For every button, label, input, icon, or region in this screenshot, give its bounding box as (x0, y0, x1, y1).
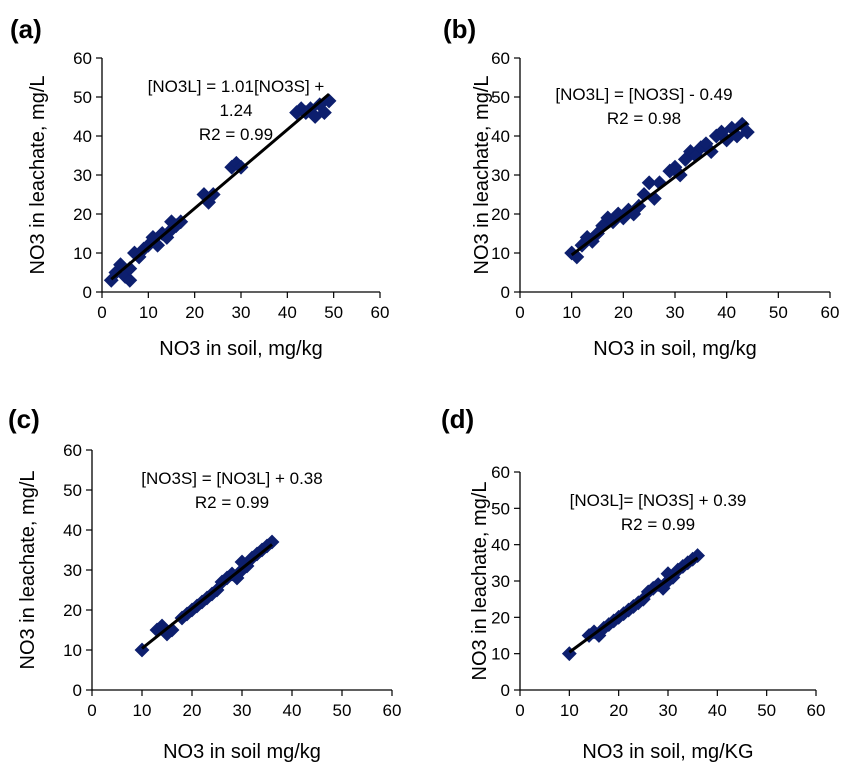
panel-label: (c) (8, 404, 40, 434)
x-tick-label: 10 (562, 303, 581, 322)
y-tick-label: 50 (73, 88, 92, 107)
trend-line (110, 93, 331, 281)
y-tick-label: 10 (73, 244, 92, 263)
y-tick-label: 40 (491, 536, 510, 555)
data-point (316, 105, 332, 121)
x-tick-label: 0 (515, 303, 524, 322)
panel-b: (b) 0 10 20 30 40 50 60 0 10 20 30 40 50 60 NO3 in soil… (443, 14, 839, 360)
x-tick-label: 20 (183, 701, 202, 720)
x-tick-label: 60 (383, 701, 402, 720)
equation-label: 1.24 (219, 101, 252, 120)
x-tick-label: 10 (560, 701, 579, 720)
data-point (122, 272, 138, 288)
x-tick-label: 60 (807, 701, 826, 720)
equation-label: [NO3L]= [NO3S] + 0.39 (570, 491, 747, 510)
y-tick-label: 20 (63, 601, 82, 620)
x-tick-label: 10 (139, 303, 158, 322)
x-tick-label: 40 (708, 701, 727, 720)
x-tick-label: 50 (757, 701, 776, 720)
x-axis-title: NO3 in soil mg/kg (163, 741, 321, 763)
x-tick-label: 60 (371, 303, 390, 322)
y-tick-label: 10 (491, 244, 510, 263)
y-tick-label: 30 (491, 572, 510, 591)
trend-line (568, 556, 699, 654)
y-tick-label: 60 (491, 463, 510, 482)
x-tick-label: 40 (278, 303, 297, 322)
x-tick-label: 20 (185, 303, 204, 322)
y-tick-label: 10 (63, 641, 82, 660)
y-tick-label: 50 (491, 499, 510, 518)
equation-label: [NO3L] = 1.01[NO3S] + (148, 77, 325, 96)
equation-label: [NO3L] = [NO3S] - 0.49 (555, 85, 732, 104)
r-squared-label: R2 = 0.99 (195, 493, 269, 512)
x-tick-label: 50 (333, 701, 352, 720)
y-tick-label: 30 (491, 166, 510, 185)
panel-a: (a) 0 10 20 30 40 50 60 0 10 20 30 40 50 60 NO3 in soil… (10, 14, 389, 360)
x-axis-title: NO3 in soil, mg/kg (593, 338, 756, 360)
y-tick-label: 60 (73, 49, 92, 68)
panel-d: (d) 0 10 20 30 40 50 60 0 10 20 30 40 50 60 NO3 in soil… (441, 404, 825, 763)
y-tick-label: 20 (491, 608, 510, 627)
x-tick-label: 50 (324, 303, 343, 322)
data-point (641, 175, 657, 191)
x-tick-label: 20 (614, 303, 633, 322)
y-tick-label: 30 (63, 561, 82, 580)
y-tick-label: 0 (501, 681, 510, 700)
r-squared-label: R2 = 0.98 (607, 109, 681, 128)
x-axis-title: NO3 in soil, mg/kg (159, 338, 322, 360)
y-tick-label: 0 (73, 681, 82, 700)
y-tick-label: 40 (73, 127, 92, 146)
y-axis-title: NO3 in leachate, mg/L (469, 482, 491, 681)
x-tick-label: 50 (769, 303, 788, 322)
x-tick-label: 20 (609, 701, 628, 720)
x-tick-label: 40 (717, 303, 736, 322)
y-axis-title: NO3 in leachate, mg/L (471, 76, 493, 275)
equation-label: [NO3S] = [NO3L] + 0.38 (141, 469, 322, 488)
x-tick-label: 30 (232, 303, 251, 322)
y-tick-label: 50 (63, 481, 82, 500)
x-tick-label: 10 (133, 701, 152, 720)
y-axis-title: NO3 in leachate, mg/L (27, 76, 49, 275)
data-point (739, 124, 755, 140)
x-tick-label: 30 (233, 701, 252, 720)
x-tick-label: 0 (97, 303, 106, 322)
x-tick-label: 0 (87, 701, 96, 720)
y-tick-label: 0 (501, 283, 510, 302)
r-squared-label: R2 = 0.99 (199, 125, 273, 144)
y-tick-label: 60 (63, 441, 82, 460)
y-tick-label: 20 (491, 205, 510, 224)
y-tick-label: 30 (73, 166, 92, 185)
y-tick-label: 50 (491, 88, 510, 107)
x-tick-label: 30 (659, 701, 678, 720)
panel-label: (b) (443, 14, 476, 44)
y-tick-label: 0 (83, 283, 92, 302)
trend-line (570, 121, 749, 257)
panel-c: (c) 0 10 20 30 40 50 60 0 10 20 30 40 50 60 NO3 in soil… (8, 404, 401, 763)
trend-line (141, 543, 273, 650)
x-tick-label: 0 (515, 701, 524, 720)
x-axis-title: NO3 in soil, mg/KG (582, 741, 753, 763)
y-tick-label: 10 (491, 645, 510, 664)
panel-label: (d) (441, 404, 474, 434)
y-tick-label: 20 (73, 205, 92, 224)
x-tick-label: 60 (821, 303, 840, 322)
panel-label: (a) (10, 14, 42, 44)
y-tick-label: 40 (63, 521, 82, 540)
y-tick-label: 40 (491, 127, 510, 146)
x-tick-label: 40 (283, 701, 302, 720)
y-tick-label: 60 (491, 49, 510, 68)
r-squared-label: R2 = 0.99 (621, 515, 695, 534)
x-tick-label: 30 (666, 303, 685, 322)
y-axis-title: NO3 in leachate, mg/L (17, 471, 39, 670)
